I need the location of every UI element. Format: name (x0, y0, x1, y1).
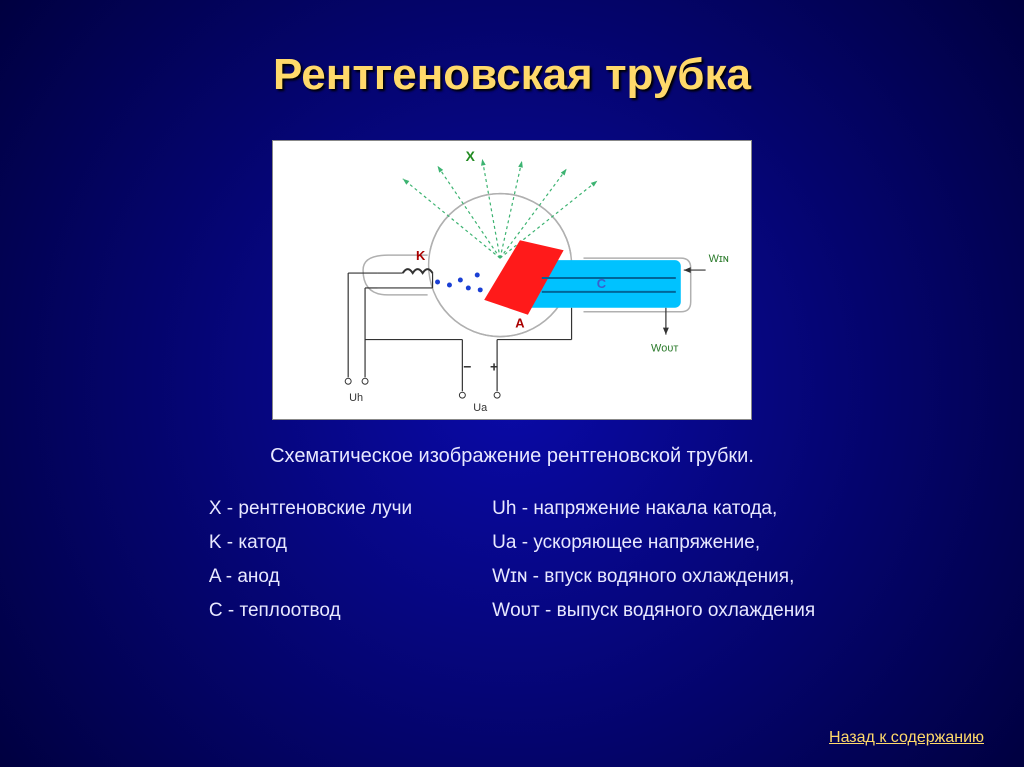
legend-right-column: Uh - напряжение накала катода, Ua - ускор… (492, 498, 815, 622)
page-title: Рентгеновская трубка (0, 0, 1024, 100)
legend-item: A - анод (209, 566, 412, 588)
svg-text:Uh: Uh (349, 392, 363, 404)
legend-item: Wɪɴ - впуск водяного охлаждения, (492, 566, 815, 588)
svg-text:C: C (597, 276, 606, 291)
xray-tube-diagram: X K A C Wɪɴ Wᴏᴜᴛ Uh Ua − + (272, 140, 752, 420)
legend-item: Ua - ускоряющее напряжение, (492, 532, 815, 554)
legend: X - рентгеновские лучи K - катод A - анод C… (0, 498, 1024, 622)
svg-text:Wᴏᴜᴛ: Wᴏᴜᴛ (651, 342, 678, 354)
svg-text:Wɪɴ: Wɪɴ (709, 253, 729, 265)
back-to-contents-link[interactable]: Назад к содержанию (829, 729, 984, 747)
svg-text:+: + (490, 358, 498, 374)
svg-text:K: K (416, 248, 426, 263)
legend-item: C - теплоотвод (209, 600, 412, 622)
svg-text:A: A (515, 316, 524, 331)
xray-tube-svg: X K A C Wɪɴ Wᴏᴜᴛ Uh Ua − + (273, 141, 751, 419)
svg-text:X: X (466, 148, 476, 164)
svg-text:−: − (463, 358, 471, 374)
legend-item: K - катод (209, 532, 412, 554)
legend-item: Wᴏᴜᴛ - выпуск водяного охлаждения (492, 600, 815, 622)
legend-item: X - рентгеновские лучи (209, 498, 412, 520)
legend-left-column: X - рентгеновские лучи K - катод A - анод C… (209, 498, 412, 622)
svg-text:Ua: Ua (473, 402, 488, 414)
diagram-caption: Схематическое изображение рентгеновской … (0, 445, 1024, 468)
legend-item: Uh - напряжение накала катода, (492, 498, 815, 520)
